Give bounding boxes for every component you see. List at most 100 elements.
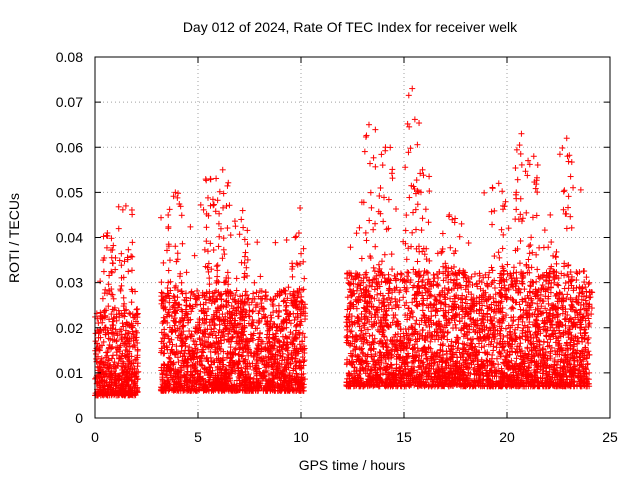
data-point [126, 343, 133, 350]
data-point [468, 273, 475, 280]
data-point [109, 318, 116, 325]
data-point [105, 365, 112, 372]
data-point [249, 308, 256, 315]
data-point [232, 345, 239, 352]
data-point [458, 220, 465, 227]
data-point [134, 305, 141, 312]
data-point [360, 340, 367, 347]
data-point [95, 330, 102, 337]
data-point [197, 201, 204, 208]
data-point [459, 340, 466, 347]
data-point [103, 379, 110, 386]
data-point [414, 345, 421, 352]
data-point [214, 267, 221, 274]
data-point [95, 320, 102, 327]
data-point [119, 320, 126, 327]
data-point [444, 329, 451, 336]
data-point [114, 332, 121, 339]
data-point [242, 288, 249, 295]
data-point [260, 305, 267, 312]
data-point [122, 362, 129, 369]
data-point [98, 314, 105, 321]
data-point [187, 223, 194, 230]
data-point [113, 338, 120, 345]
data-point [111, 359, 118, 366]
data-point [115, 360, 122, 367]
data-point [124, 335, 131, 342]
data-point [106, 382, 113, 389]
data-point [128, 371, 135, 378]
data-point [101, 371, 108, 378]
data-point [272, 239, 279, 246]
data-point [283, 302, 290, 309]
data-point [98, 355, 105, 362]
data-point [581, 268, 588, 275]
data-point [293, 334, 300, 341]
data-point [126, 350, 133, 357]
data-point [250, 307, 257, 314]
data-point [197, 301, 204, 308]
data-point [577, 186, 584, 193]
data-point [115, 392, 122, 399]
data-point [123, 344, 130, 351]
data-point [116, 348, 123, 355]
data-point [481, 189, 488, 196]
data-point [124, 368, 131, 375]
data-point [390, 314, 397, 321]
data-point [356, 224, 363, 231]
data-point [375, 261, 382, 268]
data-point [292, 331, 299, 338]
data-point [413, 317, 420, 324]
data-point [112, 364, 119, 371]
data-point [105, 335, 112, 342]
data-point [115, 384, 122, 391]
data-point [132, 318, 139, 325]
data-point [112, 326, 119, 333]
data-point [343, 333, 350, 340]
data-point [106, 341, 113, 348]
data-point [200, 349, 207, 356]
data-point [110, 368, 117, 375]
data-point [206, 297, 213, 304]
data-point [128, 267, 135, 274]
data-point [110, 322, 117, 329]
data-point [398, 271, 405, 278]
data-point [191, 252, 198, 259]
data-point [134, 363, 141, 370]
data-point [120, 294, 127, 301]
data-point [127, 365, 134, 372]
data-point [130, 331, 137, 338]
data-point [166, 355, 173, 362]
data-point [233, 287, 240, 294]
data-point [107, 336, 114, 343]
data-point [104, 352, 111, 359]
data-point [98, 342, 105, 349]
data-point [121, 307, 128, 314]
data-point [262, 289, 269, 296]
data-point [131, 342, 138, 349]
data-point [92, 338, 99, 345]
data-point [521, 286, 528, 293]
data-point [276, 307, 283, 314]
data-point [134, 369, 141, 376]
data-point [107, 370, 114, 377]
data-point [128, 353, 135, 360]
data-point [287, 320, 294, 327]
data-point [219, 311, 226, 318]
data-point [113, 352, 120, 359]
data-point [465, 239, 472, 246]
data-point [134, 310, 141, 317]
chart-title: Day 012 of 2024, Rate Of TEC Index for r… [183, 19, 518, 35]
data-point [564, 291, 571, 298]
data-point [160, 259, 167, 266]
data-point [573, 269, 580, 276]
data-point [118, 310, 125, 317]
data-point [285, 284, 292, 291]
data-point [206, 331, 213, 338]
data-point [180, 322, 187, 329]
data-point [488, 264, 495, 271]
data-point [402, 227, 409, 234]
data-point [121, 313, 128, 320]
data-point [131, 314, 138, 321]
data-point [419, 307, 426, 314]
